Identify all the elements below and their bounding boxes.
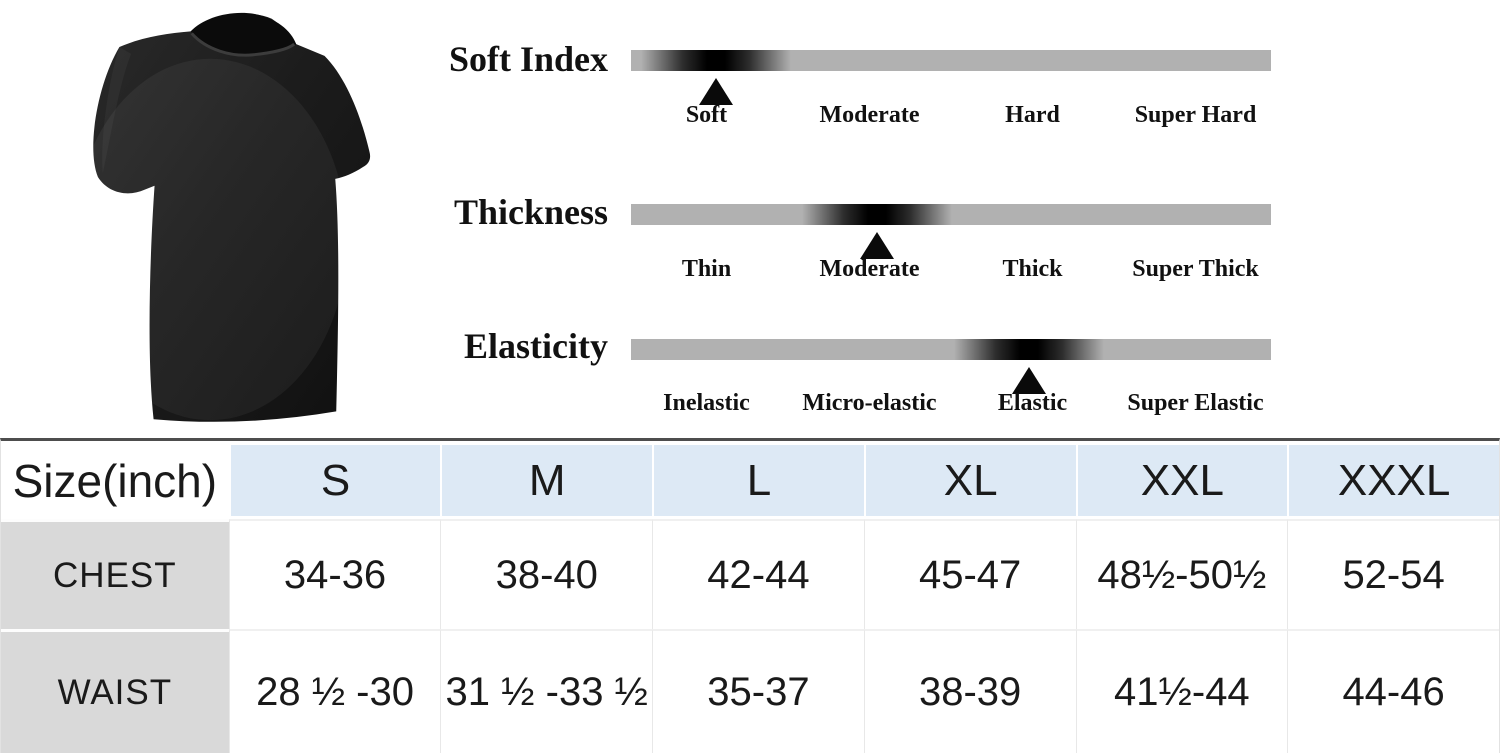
- size-unit-header: Size(inch): [1, 441, 229, 519]
- scale-label: Thick: [1002, 256, 1063, 282]
- size-chart-table: Size(inch) S M L XL XXL XXXL CHEST 34-36…: [0, 438, 1500, 753]
- tshirt-illustration: [73, 12, 371, 422]
- chest-value-xxxl: 52-54: [1287, 519, 1499, 629]
- elasticity-labels: Inelastic Micro-elastic Elastic Super El…: [625, 390, 1277, 417]
- thickness-marker-triangle-icon: [860, 232, 895, 259]
- elasticity-title: Elasticity: [464, 326, 608, 366]
- scale-label: Hard: [1005, 102, 1060, 128]
- scale-label: Inelastic: [663, 390, 750, 416]
- soft-index-labels: Soft Moderate Hard Super Hard: [625, 102, 1277, 129]
- elasticity-marker-triangle-icon: [1012, 367, 1047, 394]
- chest-value-xxl: 48½-50½: [1075, 519, 1288, 629]
- table-row-waist: WAIST 28 ½ -30 31 ½ -33 ½ 35-37 38-39 41…: [1, 629, 1499, 753]
- soft-index-title: Soft Index: [448, 39, 608, 79]
- chest-value-s: 34-36: [228, 519, 441, 629]
- scale-label: Moderate: [819, 102, 920, 128]
- waist-value-l: 35-37: [652, 629, 864, 753]
- soft-index-bar: [631, 50, 1271, 105]
- size-col-header-xxl: XXL: [1075, 441, 1288, 519]
- thickness-bar-track: [631, 204, 1271, 225]
- scale-label: Moderate: [819, 256, 920, 282]
- measurement-label-chest: CHEST: [1, 519, 229, 629]
- thickness-title: Thickness: [453, 192, 608, 232]
- waist-value-m: 31 ½ -33 ½: [440, 629, 653, 753]
- thickness-bar: [631, 204, 1271, 259]
- soft-index-level-highlight: [641, 50, 792, 71]
- tshirt-image: [10, 0, 430, 435]
- size-col-header-m: M: [440, 441, 653, 519]
- scale-label: Micro-elastic: [802, 390, 937, 416]
- scale-label: Elastic: [997, 390, 1068, 416]
- size-col-header-xxxl: XXXL: [1287, 441, 1499, 519]
- thickness-level-highlight: [802, 204, 953, 225]
- waist-value-xxl: 41½-44: [1075, 629, 1288, 753]
- soft-index-marker-triangle-icon: [699, 78, 734, 105]
- waist-value-xl: 38-39: [863, 629, 1076, 753]
- thickness-labels: Thin Moderate Thick Super Thick: [625, 256, 1277, 283]
- soft-index-bar-track: [631, 50, 1271, 71]
- size-col-header-l: L: [652, 441, 864, 519]
- chest-value-m: 38-40: [440, 519, 653, 629]
- elasticity-level-highlight: [954, 339, 1105, 360]
- table-row-chest: CHEST 34-36 38-40 42-44 45-47 48½-50½ 52…: [1, 519, 1499, 629]
- size-header-row: Size(inch) S M L XL XXL XXXL: [1, 441, 1499, 519]
- scale-label: Super Elastic: [1127, 390, 1264, 416]
- waist-value-s: 28 ½ -30: [228, 629, 441, 753]
- chest-value-l: 42-44: [652, 519, 864, 629]
- scale-label: Super Hard: [1134, 102, 1257, 128]
- scale-label: Thin: [681, 256, 732, 282]
- elasticity-bar-track: [631, 339, 1271, 360]
- chest-value-xl: 45-47: [863, 519, 1076, 629]
- elasticity-bar: [631, 339, 1271, 394]
- waist-value-xxxl: 44-46: [1287, 629, 1499, 753]
- scale-label: Soft: [685, 102, 728, 128]
- scale-label: Super Thick: [1132, 256, 1259, 282]
- size-col-header-xl: XL: [863, 441, 1076, 519]
- measurement-label-waist: WAIST: [1, 629, 229, 753]
- size-col-header-s: S: [228, 441, 441, 519]
